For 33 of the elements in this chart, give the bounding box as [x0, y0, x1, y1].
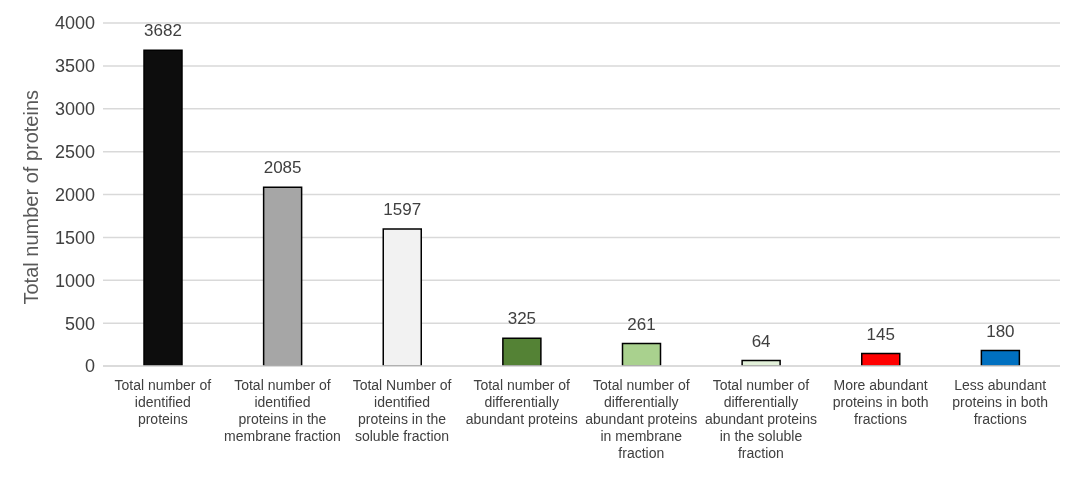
data-label: 2085: [263, 158, 302, 178]
y-tick-label: 0: [84, 356, 95, 377]
bar: [143, 49, 183, 366]
y-tick-label: 2500: [54, 142, 95, 163]
bar: [621, 342, 662, 366]
x-tick-label: Total number of identified proteins in the membrane fraction: [224, 377, 341, 444]
y-tick-label: 4000: [54, 13, 95, 34]
data-label: 261: [627, 314, 656, 334]
y-tick-label: 3000: [54, 99, 95, 120]
bar: [382, 228, 422, 366]
bar: [980, 349, 1021, 366]
x-tick-label: More abundant proteins in both fractions: [832, 377, 929, 427]
y-tick-label: 3500: [54, 56, 95, 77]
y-tick-label: 1500: [54, 227, 95, 248]
data-label: 325: [507, 309, 537, 329]
data-label: 64: [751, 331, 771, 351]
x-tick-label: Less abundant proteins in both fractions: [952, 377, 1049, 427]
x-tick-label: Total number of differentially abundant proteins in membrane fraction: [585, 377, 698, 461]
data-label: 145: [866, 324, 895, 344]
y-axis-title: Total number of proteins: [20, 89, 43, 305]
data-label: 1597: [383, 200, 422, 220]
y-tick-label: 1000: [54, 270, 95, 291]
y-tick-label: 2000: [54, 184, 95, 205]
x-tick-label: Total Number of identified proteins in the soluble fraction: [352, 377, 452, 444]
data-label: 180: [986, 321, 1015, 341]
y-tick-label: 500: [64, 313, 95, 334]
x-tick-label: Total number of differentially abundant proteins in the soluble fraction: [704, 377, 817, 461]
bar: [262, 186, 303, 366]
bar: [861, 352, 901, 366]
bar: [502, 337, 542, 366]
x-tick-label: Total number of identified proteins: [114, 377, 212, 427]
x-tick-label: Total number of differentially abundant proteins: [465, 377, 578, 427]
data-label: 3682: [144, 21, 182, 41]
